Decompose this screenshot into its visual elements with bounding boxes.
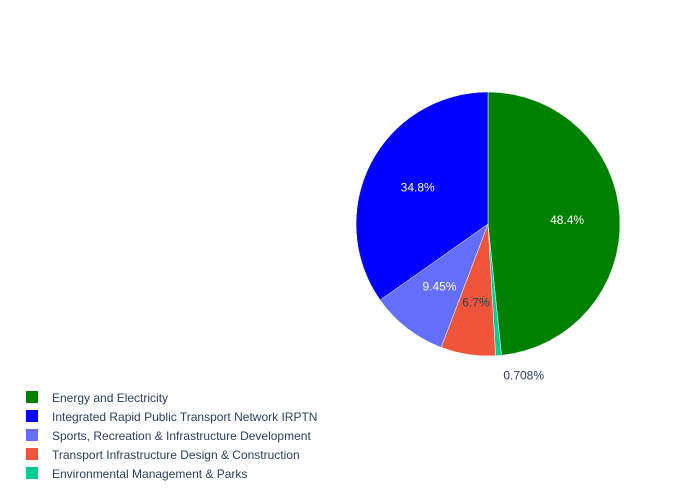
slice-label-energy-and-electricity: 48.4% [550,213,584,227]
slice-label-sports-recreation-infrastructure-development: 9.45% [422,280,456,294]
legend-item-integrated-rapid-public-transport-network-irptn[interactable]: Integrated Rapid Public Transport Networ… [26,410,317,424]
legend-swatch [26,410,38,422]
legend-swatch [26,448,38,460]
slice-label-integrated-rapid-public-transport-network-irptn: 34.8% [401,181,435,195]
pie-labels: 48.4% 0.708% 6.7% 9.45% 34.8% [401,181,585,383]
slice-label-environmental-management-parks: 0.708% [503,369,544,383]
legend-label: Transport Infrastructure Design & Constr… [52,448,300,462]
legend-label: Environmental Management & Parks [52,467,247,481]
legend: Energy and Electricity Integrated Rapid P… [26,391,317,481]
legend-label: Integrated Rapid Public Transport Networ… [52,410,317,424]
pie-slices [355,91,621,357]
legend-swatch [26,467,38,479]
legend-swatch [26,391,38,403]
legend-item-sports-recreation-infrastructure-development[interactable]: Sports, Recreation & Infrastructure Deve… [26,429,311,443]
pie-slice-integrated-rapid-public-transport-network-irptn[interactable] [355,91,489,301]
legend-item-transport-infrastructure-design-construction[interactable]: Transport Infrastructure Design & Constr… [26,448,300,462]
legend-label: Sports, Recreation & Infrastructure Deve… [52,429,311,443]
slice-label-transport-infrastructure-design-construction: 6.7% [462,295,490,309]
legend-swatch [26,429,38,441]
pie-slice-energy-and-electricity[interactable] [487,91,621,356]
legend-item-energy-and-electricity[interactable]: Energy and Electricity [26,391,168,405]
legend-label: Energy and Electricity [52,391,168,405]
pie-slice-sports-recreation-infrastructure-development[interactable] [379,223,489,348]
legend-item-environmental-management-parks[interactable]: Environmental Management & Parks [26,467,247,481]
